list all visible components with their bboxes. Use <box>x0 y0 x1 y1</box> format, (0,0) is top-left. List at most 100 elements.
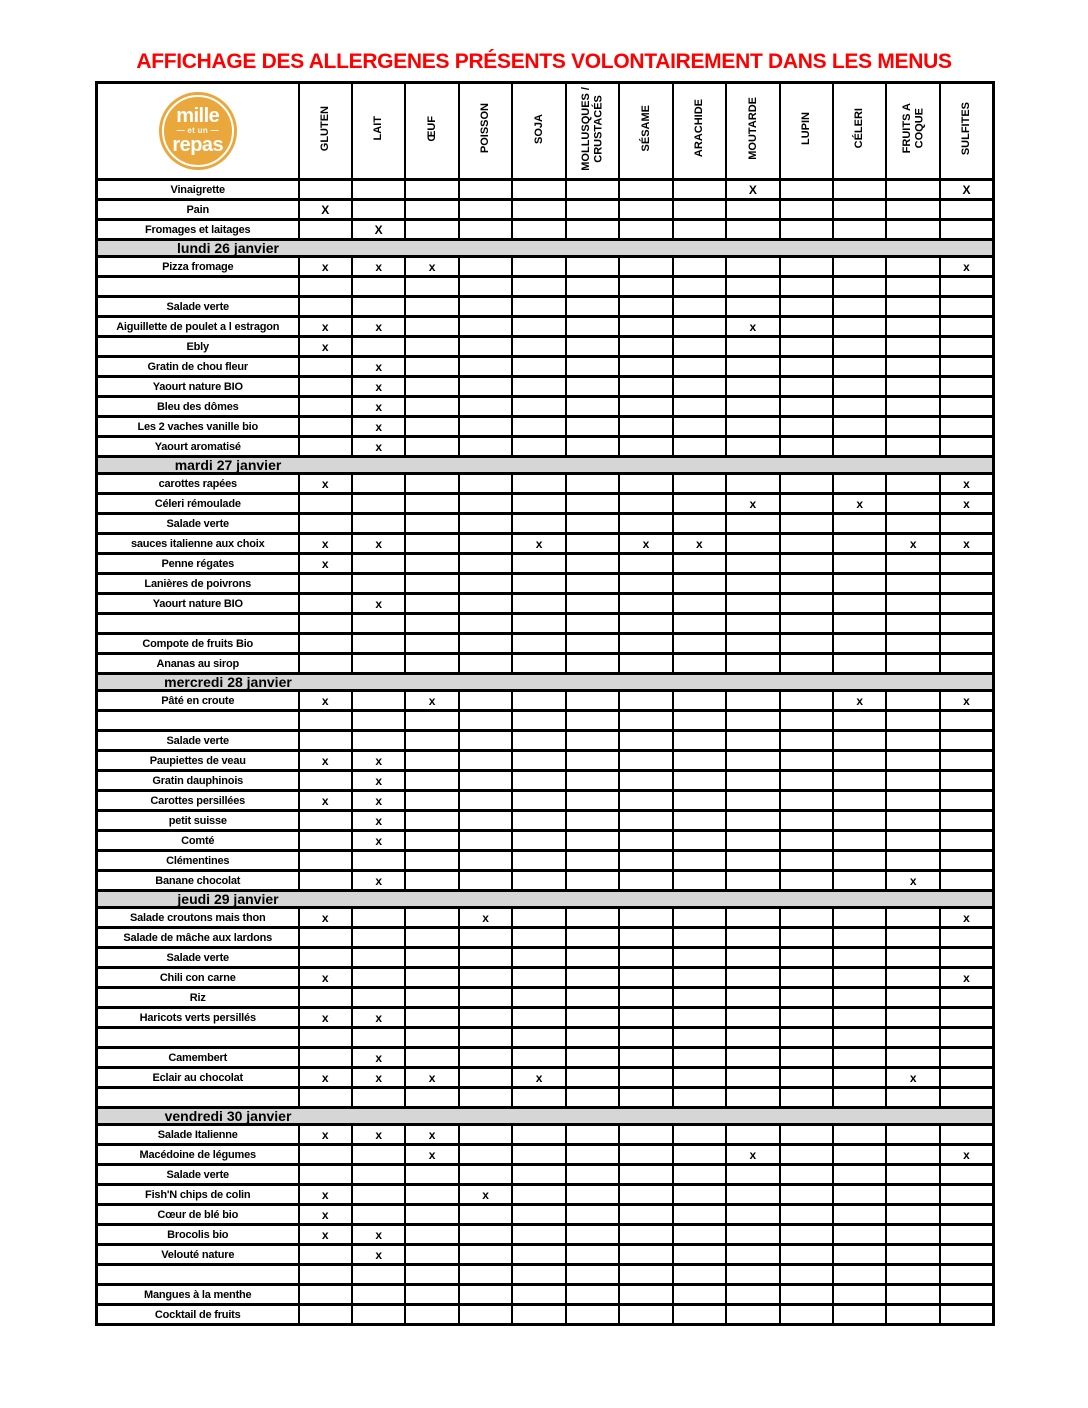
allergen-mark-cell <box>778 1283 835 1306</box>
allergen-mark-cell <box>832 1283 888 1306</box>
allergen-mark-cell <box>564 395 621 418</box>
allergen-mark-cell <box>671 1303 728 1326</box>
allergen-mark-cell <box>671 415 728 438</box>
allergen-mark-cell <box>885 512 941 535</box>
allergen-mark-cell <box>671 275 728 298</box>
allergen-mark-cell <box>778 1203 835 1226</box>
allergen-mark-cell <box>885 1143 941 1166</box>
allergen-mark-cell <box>564 906 621 929</box>
allergen-mark-cell <box>457 769 514 792</box>
allergen-mark-cell: x <box>938 472 995 495</box>
menu-item-label: Fromages et laitages <box>95 218 300 241</box>
allergen-mark-cell <box>350 552 407 575</box>
allergen-mark-cell <box>404 435 460 458</box>
allergen-mark-cell <box>511 1303 567 1326</box>
allergen-mark-cell <box>885 435 941 458</box>
allergen-mark-cell <box>671 1183 728 1206</box>
allergen-mark-cell <box>778 1263 835 1286</box>
allergen-mark-cell: x <box>297 1223 353 1246</box>
allergen-mark-cell <box>511 632 567 655</box>
allergen-mark-cell <box>938 652 995 675</box>
allergen-mark-cell <box>404 1163 460 1186</box>
menu-item-label: Céleri rémoulade <box>95 492 300 515</box>
allergen-mark-cell <box>725 926 781 949</box>
menu-item-label: Haricots verts persillés <box>95 1006 300 1029</box>
allergen-mark-cell <box>671 552 728 575</box>
allergen-mark-cell <box>511 295 567 318</box>
allergen-mark-cell <box>404 849 460 872</box>
allergen-mark-cell <box>511 512 567 535</box>
allergen-mark-cell <box>404 1283 460 1306</box>
allergen-mark-cell <box>832 472 888 495</box>
allergen-mark-cell <box>725 472 781 495</box>
allergen-mark-cell <box>618 552 674 575</box>
allergen-mark-cell <box>457 375 514 398</box>
menu-item-label: Camembert <box>95 1046 300 1069</box>
allergen-mark-cell <box>511 829 567 852</box>
allergen-mark-cell <box>404 198 460 221</box>
menu-item-label: Salade croutons mais thon <box>95 906 300 929</box>
column-header-label: CÉLERI <box>853 108 866 149</box>
allergen-mark-cell <box>832 295 888 318</box>
allergen-mark-cell <box>618 1303 674 1326</box>
allergen-mark-cell <box>564 632 621 655</box>
menu-item-label: Pain <box>95 198 300 221</box>
allergen-mark-cell <box>457 1303 514 1326</box>
allergen-mark-cell <box>778 809 835 832</box>
menu-item-row: carottes rapées x x <box>95 472 995 495</box>
allergen-mark-cell <box>938 709 995 732</box>
allergen-mark-cell: x <box>938 1143 995 1166</box>
menu-item-label <box>95 275 300 298</box>
allergen-mark-cell <box>297 1026 353 1049</box>
menu-item-label: Lanières de poivrons <box>95 572 300 595</box>
menu-item-label: carottes rapées <box>95 472 300 495</box>
menu-item-label: Riz <box>95 986 300 1009</box>
menu-item-label <box>95 1026 300 1049</box>
allergen-mark-cell: x <box>350 789 407 812</box>
allergen-mark-cell <box>832 552 888 575</box>
allergen-mark-cell <box>511 375 567 398</box>
menu-item-row: Compote de fruits Bio <box>95 632 995 655</box>
allergen-mark-cell <box>297 652 353 675</box>
allergen-mark-cell <box>938 572 995 595</box>
allergen-mark-cell <box>350 512 407 535</box>
allergen-mark-cell <box>457 749 514 772</box>
allergen-mark-cell <box>671 218 728 241</box>
allergen-mark-cell <box>618 1183 674 1206</box>
logo-cell: mille — et un — repas <box>95 81 300 181</box>
allergen-mark-cell <box>725 1026 781 1049</box>
allergen-mark-cell: x <box>885 1066 941 1089</box>
allergen-mark-cell <box>457 512 514 535</box>
menu-item-label <box>95 1086 300 1109</box>
allergen-mark-cell <box>350 689 407 712</box>
allergen-mark-cell <box>457 1243 514 1266</box>
allergen-mark-cell <box>404 1086 460 1109</box>
allergen-mark-cell <box>511 1243 567 1266</box>
allergen-mark-cell <box>725 435 781 458</box>
allergen-mark-cell <box>564 612 621 635</box>
allergen-mark-cell <box>511 415 567 438</box>
allergen-mark-cell <box>938 1283 995 1306</box>
allergen-mark-cell: x <box>350 255 407 278</box>
menu-item-row: Banane chocolat x x <box>95 869 995 892</box>
allergen-mark-cell <box>511 1026 567 1049</box>
allergen-mark-cell <box>778 355 835 378</box>
allergen-mark-cell <box>564 1046 621 1069</box>
allergen-mark-cell <box>297 612 353 635</box>
allergen-mark-cell <box>564 435 621 458</box>
allergen-mark-cell <box>832 315 888 338</box>
allergen-mark-cell <box>778 709 835 732</box>
allergen-mark-cell <box>297 729 353 752</box>
allergen-mark-cell <box>778 946 835 969</box>
allergen-mark-cell <box>404 809 460 832</box>
allergen-mark-cell <box>671 1283 728 1306</box>
allergen-mark-cell <box>832 652 888 675</box>
allergen-mark-cell <box>511 986 567 1009</box>
allergen-mark-cell <box>618 749 674 772</box>
day-section-cell: jeudi 29 janvier <box>95 889 995 909</box>
menu-item-label: Yaourt aromatisé <box>95 435 300 458</box>
allergen-mark-cell: x <box>938 966 995 989</box>
allergen-mark-cell <box>885 335 941 358</box>
menu-item-row: Gratin de chou fleur x <box>95 355 995 378</box>
allergen-mark-cell <box>671 512 728 535</box>
